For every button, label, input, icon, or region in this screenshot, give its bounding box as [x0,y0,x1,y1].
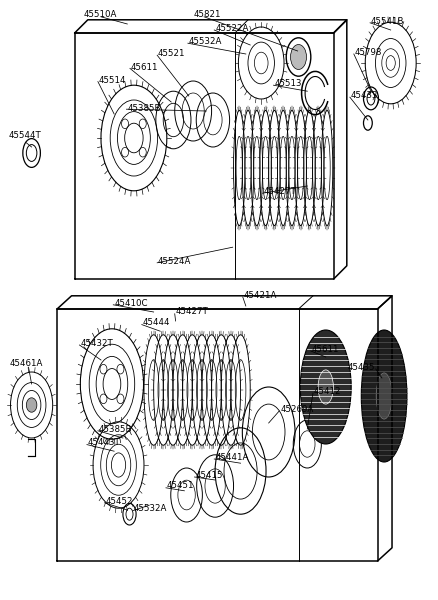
Text: 45451: 45451 [166,481,194,491]
Text: 45532A: 45532A [188,37,222,46]
Text: 45541B: 45541B [370,16,403,25]
Text: 45611: 45611 [311,344,339,354]
Text: 45522A: 45522A [215,23,248,32]
Text: 45435: 45435 [347,362,374,371]
Text: 45510A: 45510A [83,10,117,19]
Text: 45385B: 45385B [99,425,132,433]
Text: 45611: 45611 [131,63,158,72]
Text: 45427T: 45427T [175,307,208,317]
Text: 45441A: 45441A [215,452,248,462]
Text: 45421A: 45421A [243,290,276,299]
Text: 45444: 45444 [142,318,170,328]
Text: 45410C: 45410C [114,298,147,307]
Ellipse shape [375,373,391,419]
Ellipse shape [318,370,332,404]
Text: 45798: 45798 [354,48,381,57]
Text: 45269A: 45269A [279,404,313,414]
Text: 45385B: 45385B [127,103,160,113]
Text: 45415: 45415 [195,470,223,480]
Text: 45544T: 45544T [9,130,42,139]
Text: 45432T: 45432T [80,338,113,347]
Text: 45513: 45513 [274,79,301,88]
Text: 45412: 45412 [313,387,341,396]
Text: 45461A: 45461A [10,358,43,367]
Ellipse shape [290,44,306,70]
Text: 45821: 45821 [193,10,220,19]
Text: 45427T: 45427T [263,187,296,196]
Text: 45524A: 45524A [158,257,191,265]
Text: 45433: 45433 [350,91,377,100]
Text: 45452: 45452 [105,497,133,505]
Text: 45532A: 45532A [134,504,167,513]
Text: 45443T: 45443T [88,438,120,447]
Circle shape [26,398,37,412]
Ellipse shape [300,330,350,444]
Ellipse shape [360,330,406,462]
Text: 45514: 45514 [99,76,126,85]
Text: 45521: 45521 [158,49,185,58]
